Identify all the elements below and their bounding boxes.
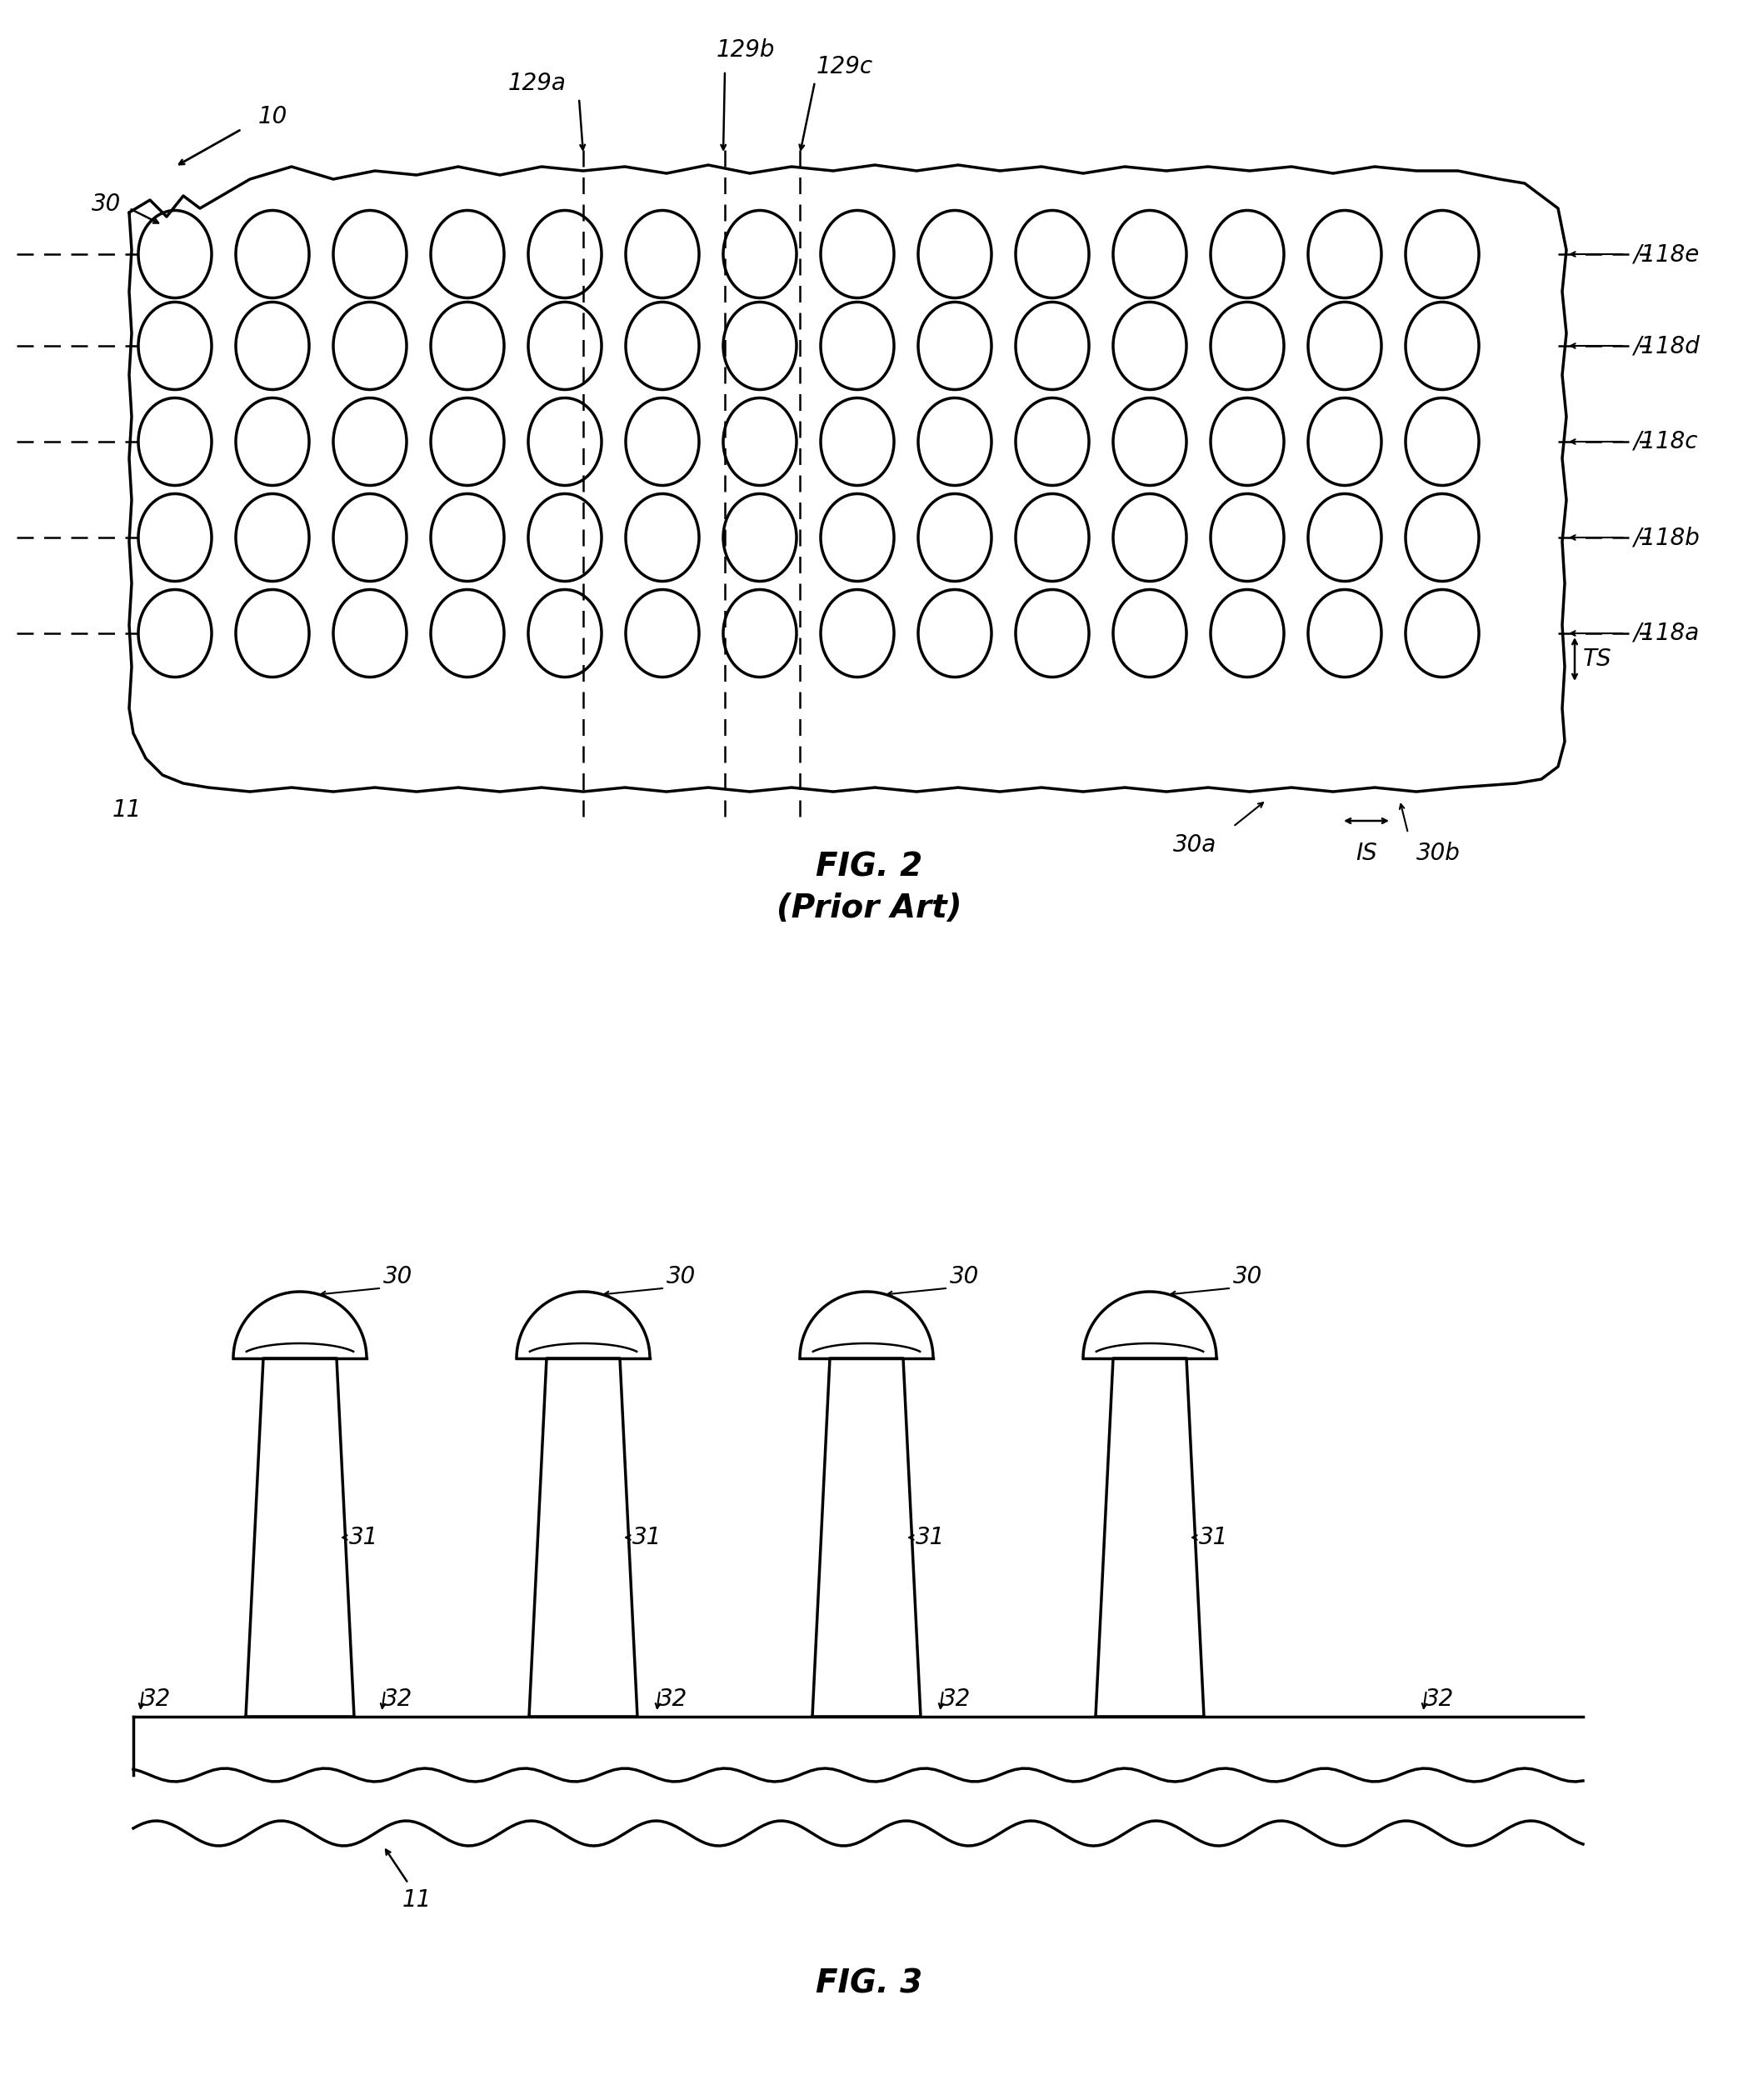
Text: 10: 10	[259, 105, 289, 128]
Text: FIG. 2: FIG. 2	[815, 850, 923, 882]
Text: 129b: 129b	[716, 38, 775, 61]
Text: IS: IS	[1356, 842, 1376, 865]
Text: 30: 30	[951, 1264, 978, 1287]
Text: 30: 30	[92, 193, 122, 216]
Text: 11: 11	[401, 1888, 431, 1911]
Text: 129c: 129c	[817, 55, 872, 78]
Text: /118c: /118c	[1634, 431, 1698, 454]
Text: /118b: /118b	[1634, 525, 1700, 550]
Text: 30: 30	[667, 1264, 695, 1287]
Text: 32: 32	[384, 1688, 412, 1711]
Text: 30b: 30b	[1416, 842, 1460, 865]
Text: 11: 11	[113, 798, 141, 821]
Text: 31: 31	[633, 1527, 662, 1550]
Text: TS: TS	[1583, 647, 1611, 670]
Text: 32: 32	[942, 1688, 972, 1711]
Text: 30a: 30a	[1173, 834, 1217, 857]
Text: FIG. 3: FIG. 3	[815, 1968, 923, 1999]
Text: 32: 32	[659, 1688, 688, 1711]
Text: 32: 32	[141, 1688, 170, 1711]
Text: 30: 30	[384, 1264, 412, 1287]
Text: 31: 31	[916, 1527, 945, 1550]
Text: 129a: 129a	[507, 71, 567, 94]
Text: /118e: /118e	[1634, 242, 1700, 267]
Text: 31: 31	[1199, 1527, 1229, 1550]
Text: 31: 31	[349, 1527, 379, 1550]
Text: /118a: /118a	[1634, 622, 1700, 645]
Text: (Prior Art): (Prior Art)	[777, 892, 961, 924]
Text: 30: 30	[1232, 1264, 1262, 1287]
Text: 32: 32	[1425, 1688, 1455, 1711]
Text: /118d: /118d	[1634, 334, 1700, 357]
